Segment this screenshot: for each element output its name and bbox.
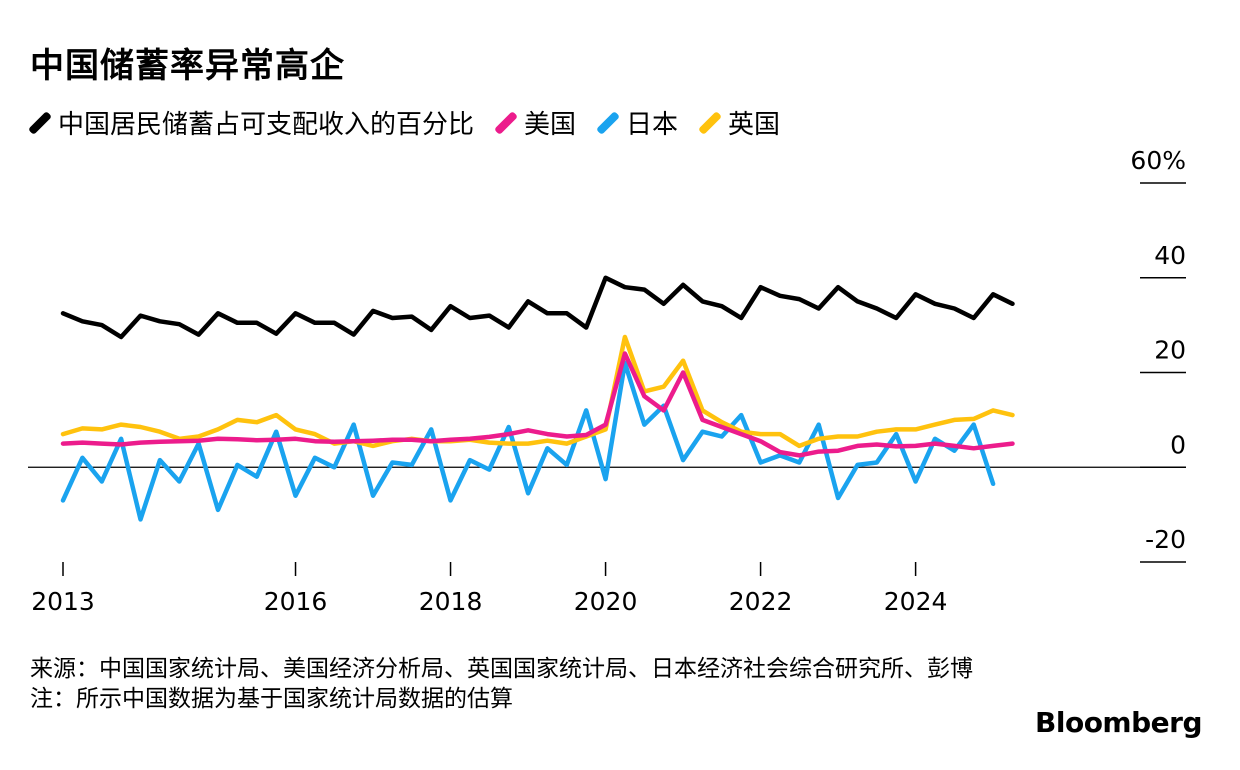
footnote: 注：所示中国数据为基于国家统计局数据的估算 bbox=[30, 686, 513, 712]
line-chart: 60% 40 20 0 -20 2013 2016 2018 2020 2022 2024 bbox=[28, 146, 1186, 616]
x-tick-label: 2024 bbox=[884, 587, 948, 616]
series-line-us bbox=[60, 351, 1015, 458]
source-note: 来源：中国国家统计局、美国经济分析局、英国国家统计局、日本经济社会综合研究所、彭… bbox=[30, 656, 973, 682]
y-tick-label: 60% bbox=[1130, 146, 1186, 175]
x-tick-label: 2016 bbox=[264, 587, 328, 616]
series-lines bbox=[60, 275, 1015, 522]
y-tick-label: -20 bbox=[1145, 525, 1186, 554]
series-line-japan bbox=[60, 360, 996, 522]
series-line-china bbox=[60, 275, 1015, 340]
chart-title: 中国储蓄率异常高企 bbox=[30, 46, 345, 86]
legend-item-japan: 日本 bbox=[596, 104, 679, 141]
x-axis: 2013 2016 2018 2020 2022 2024 bbox=[31, 562, 947, 616]
y-tick-label: 0 bbox=[1170, 430, 1186, 459]
legend-item-uk: 英国 bbox=[698, 104, 781, 141]
bloomberg-logo: Bloomberg bbox=[1035, 706, 1202, 739]
legend-item-china: 中国居民储蓄占可支配收入的百分比 bbox=[27, 104, 475, 141]
legend-label-japan: 日本 bbox=[626, 110, 679, 140]
x-tick-label: 2022 bbox=[729, 587, 793, 616]
y-tick-label: 40 bbox=[1154, 241, 1186, 270]
x-tick-label: 2018 bbox=[419, 587, 483, 616]
legend-label-uk: 英国 bbox=[728, 110, 781, 140]
x-tick-label: 2013 bbox=[31, 587, 95, 616]
y-axis-ticks: 60% 40 20 0 -20 bbox=[28, 146, 1186, 563]
legend-label-china: 中国居民储蓄占可支配收入的百分比 bbox=[58, 110, 475, 140]
x-tick-label: 2020 bbox=[574, 587, 638, 616]
footer: 来源：中国国家统计局、美国经济分析局、英国国家统计局、日本经济社会综合研究所、彭… bbox=[30, 654, 990, 714]
legend: 中国居民储蓄占可支配收入的百分比 美国 日本 英国 bbox=[27, 104, 802, 141]
legend-item-us: 美国 bbox=[493, 104, 577, 141]
y-tick-label: 20 bbox=[1154, 336, 1186, 365]
series-line-uk bbox=[60, 334, 1015, 449]
legend-label-us: 美国 bbox=[524, 110, 577, 140]
